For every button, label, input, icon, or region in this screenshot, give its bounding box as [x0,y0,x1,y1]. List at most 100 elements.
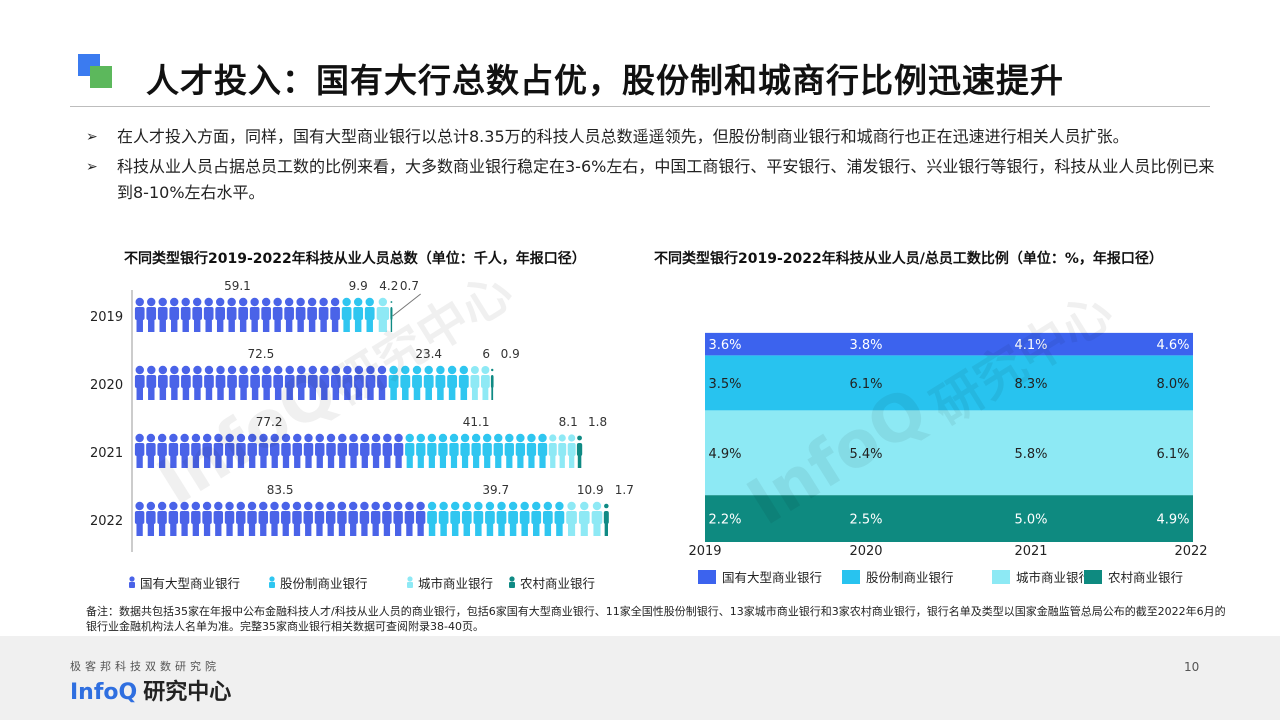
person-icon [236,511,246,524]
person-icon [416,501,425,511]
person-icon [248,433,257,443]
area-band-2 [705,355,1193,411]
area-band-1 [705,332,1193,356]
person-icon [343,365,352,375]
person-icon [378,387,386,400]
bar-data-label: 9.9 [349,279,368,293]
person-icon [470,375,480,388]
bar-data-label: 39.7 [482,483,509,497]
bar-segment-1 [134,297,340,332]
person-icon [400,375,411,388]
person-icon [423,375,434,388]
logo-green-square [90,66,112,88]
bullet-list: ➢ 在人才投入方面，同样，国有大型商业银行以总计8.35万的科技人员总数遥遥领先… [86,124,1216,210]
legend-person-icon [407,582,413,588]
area-x-tick-label: 2020 [849,544,882,559]
person-icon [505,433,514,443]
person-icon [271,455,278,468]
footer-bar [0,636,1280,720]
footnote: 备注：数据共包括35家在年报中公布金融科技人才/科技从业人员的商业银行，包括6家… [86,605,1226,633]
person-icon [226,455,233,468]
person-icon [191,501,201,511]
area-data-label: 3.5% [708,377,741,392]
bar-data-label: 41.1 [463,415,490,429]
area-data-label: 3.6% [708,338,741,353]
area-chart-title: 不同类型银行2019-2022年科技从业人员/总员工数比例（单位：%，年报口径） [654,251,1163,267]
person-icon [181,365,191,375]
person-icon [428,455,435,468]
footer-brand: InfoQ 研究中心 [70,674,231,706]
person-icon [382,501,392,511]
person-icon [251,319,258,332]
person-icon [202,433,212,443]
person-icon [424,365,433,375]
person-icon [413,387,421,400]
bar-category-label: 2019 [90,310,123,325]
person-icon [298,387,305,400]
person-icon [261,297,271,307]
person-icon [482,443,492,456]
person-icon [372,523,379,536]
person-icon [498,523,505,536]
person-icon [217,387,224,400]
bullet-text: 科技从业人员占据总员工数的比例来看，大多数商业银行稳定在3-6%左右，中国工商银… [117,157,1215,202]
footer-brand-center: 研究中心 [143,680,232,705]
legend-swatch [992,570,1010,584]
person-icon [303,443,314,456]
footer-subtitle: 极客邦科技双数研究院 [70,660,220,673]
person-icon [146,501,156,511]
area-x-tick-label: 2022 [1174,544,1207,559]
person-icon [519,511,530,524]
person-icon [135,433,144,443]
person-icon [367,387,374,400]
legend-swatch [842,570,860,584]
person-icon [227,297,236,307]
area-data-label: 2.5% [849,513,882,528]
person-icon [577,455,582,468]
person-icon [549,434,557,442]
person-icon [331,365,341,375]
person-icon [281,511,291,524]
person-icon [485,501,495,511]
person-icon [157,307,168,320]
person-icon [273,375,284,388]
person-icon [486,523,494,536]
person-icon [262,365,271,375]
bar-data-label: 83.5 [267,483,294,497]
person-icon [168,443,179,456]
person-icon [249,455,256,468]
area-data-label: 6.1% [1156,447,1189,462]
person-icon [158,365,168,375]
bar-segment-4 [390,301,393,332]
person-icon [134,511,145,524]
person-icon [159,387,167,400]
person-icon [436,365,445,375]
person-icon [332,387,340,400]
person-icon [517,455,524,468]
person-icon [330,297,340,307]
legend-person-icon [129,582,135,588]
bar-data-label: 59.1 [224,279,251,293]
person-icon [215,297,225,307]
person-icon [405,433,414,443]
person-icon [394,433,403,443]
person-icon [320,319,327,332]
legend-label: 城市商业银行 [1016,570,1091,585]
person-icon [482,433,492,443]
legend-person-icon [269,576,275,582]
person-icon [296,297,305,307]
person-icon [316,455,323,468]
person-icon [203,307,214,320]
person-icon [308,319,316,332]
person-icon [193,319,201,332]
bar-data-label: 77.2 [256,415,283,429]
person-icon [438,433,448,443]
person-icon [438,443,448,456]
person-icon [550,455,556,468]
person-icon [191,443,201,456]
person-icon [205,387,213,400]
person-icon [343,319,350,332]
person-icon [543,501,553,511]
person-icon [258,443,269,456]
person-icon [169,307,180,320]
